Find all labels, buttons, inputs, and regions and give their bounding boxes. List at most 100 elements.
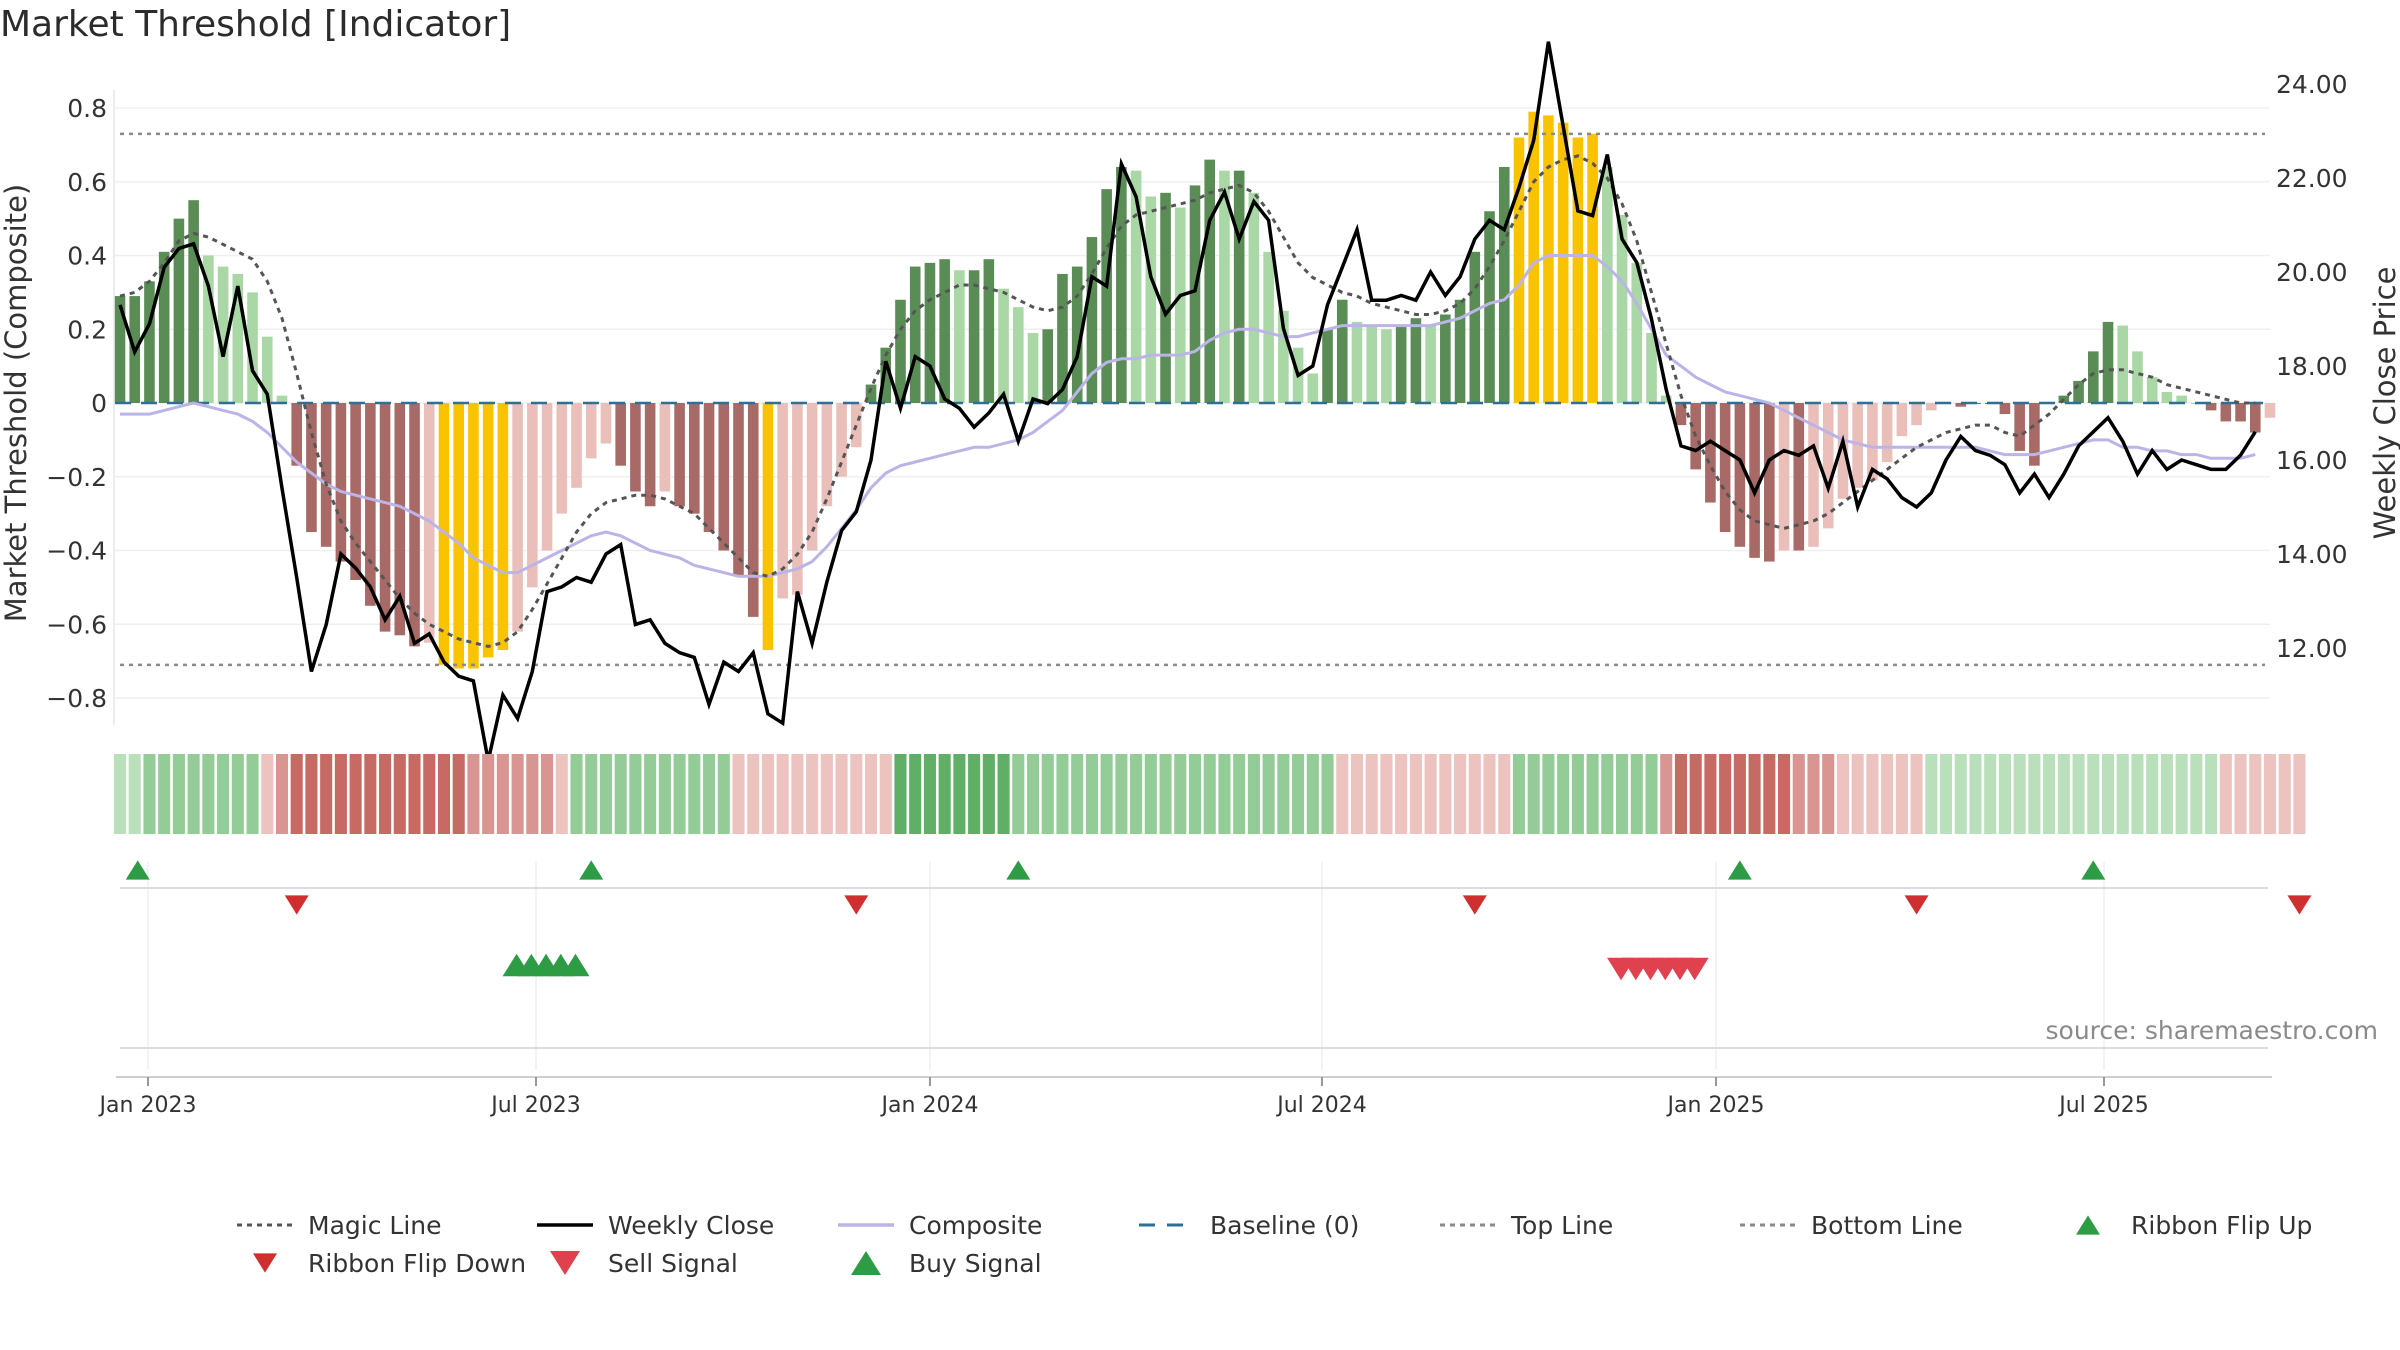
ribbon-cell (467, 754, 480, 834)
composite-bar (497, 403, 509, 651)
y-right-tick-label: 24.00 (2276, 70, 2348, 99)
ribbon-cell (585, 754, 598, 834)
ribbon-cell (1969, 754, 1982, 834)
x-tick-label: Jul 2025 (2057, 1093, 2149, 1118)
ribbon-cell (791, 754, 804, 834)
ribbon-cell (1660, 754, 1673, 834)
composite-bar (291, 403, 303, 466)
composite-bar (409, 403, 420, 647)
ribbon-cell (202, 754, 215, 834)
ribbon-cell (2234, 754, 2247, 834)
ribbon-cell (1733, 754, 1746, 834)
composite-bar (1911, 403, 1922, 426)
ribbon-cell (452, 754, 465, 834)
ribbon-cell (1174, 754, 1187, 834)
ribbon-cell (1881, 754, 1894, 834)
ribbon-cell (2101, 754, 2115, 834)
ribbon-cell (1866, 754, 1879, 834)
ribbon-cell (2146, 754, 2159, 834)
ribbon-cell (1012, 754, 1025, 834)
ribbon-cell (673, 754, 686, 834)
ribbon-cell (879, 754, 892, 834)
ribbon-cell (1085, 754, 1098, 834)
ribbon-cell (1689, 754, 1702, 834)
ribbon-cell (1778, 754, 1791, 834)
legend-item: Magic Line (237, 1211, 442, 1240)
legend: Magic Line Weekly Close Composite Baseline … (237, 1211, 2312, 1278)
ribbon-cell (1571, 754, 1584, 834)
ribbon-cell (1836, 754, 1849, 834)
composite-bar (644, 403, 656, 507)
legend-item: Sell Signal (550, 1249, 738, 1278)
composite-bar (217, 266, 229, 403)
ribbon-cell (1498, 754, 1511, 834)
composite-bar (1027, 332, 1039, 403)
legend-item: Weekly Close (537, 1211, 774, 1240)
legend-item: Buy Signal (851, 1249, 1042, 1278)
ribbon-cell (541, 754, 554, 834)
ribbon-cell (2263, 754, 2277, 834)
ribbon-flip-down-marker (844, 895, 869, 915)
composite-bar (836, 403, 847, 477)
ribbon-flip-up-marker (2081, 860, 2106, 880)
composite-bar (895, 299, 906, 403)
ribbon-cell (894, 754, 907, 834)
axes: 0.8 0.6 0.4 0.2 0 −0.2 −0.4 −0.6 −0.8 24.00 22.00 2… (46, 70, 2348, 725)
legend-item: Composite (838, 1211, 1042, 1240)
composite-bar (2087, 351, 2099, 403)
composite-bar (1204, 159, 1216, 403)
composite-bars (114, 111, 2276, 669)
composite-bar (350, 403, 361, 580)
composite-bar (998, 288, 1009, 403)
composite-bar (2249, 403, 2261, 433)
ribbon-cell (379, 754, 392, 834)
ribbon-cell (1910, 754, 1923, 834)
legend-swatch (2076, 1215, 2100, 1235)
composite-bar (1822, 403, 1834, 529)
ribbon-cell (2057, 754, 2070, 834)
composite-bar (1513, 137, 1525, 403)
composite-bar (2117, 325, 2129, 403)
composite-bar (909, 266, 921, 403)
chart-title: Market Threshold [Indicator] (0, 4, 512, 45)
y-left-tick-label: 0.2 (67, 315, 107, 344)
composite-bar (1174, 207, 1186, 403)
ribbon-cell (1984, 754, 1997, 834)
composite-bar (600, 403, 612, 444)
ribbon-cell (1100, 754, 1113, 834)
legend-label: Ribbon Flip Down (308, 1249, 526, 1278)
ribbon-cell (1115, 754, 1128, 834)
ribbon-cell (217, 754, 230, 834)
ribbon-cell (496, 754, 509, 834)
ribbon-cell (1336, 754, 1349, 834)
ribbon-cell (187, 754, 200, 834)
y-right-tick-label: 20.00 (2276, 258, 2348, 287)
ribbon-cell (2043, 754, 2056, 834)
composite-bar (527, 403, 538, 588)
ribbon-cell (2278, 754, 2291, 834)
composite-bar (1749, 403, 1760, 558)
ribbon-cell (511, 754, 524, 834)
ribbon-flip-up-marker (1006, 860, 1031, 880)
ribbon-cell (1277, 754, 1290, 834)
composite-bar (924, 262, 936, 403)
ribbon-cell (820, 754, 833, 834)
y-right-tick-label: 18.00 (2276, 352, 2348, 381)
legend-label: Top Line (1510, 1211, 1613, 1240)
ribbon-cell (1409, 754, 1422, 834)
composite-bar (1086, 237, 1098, 403)
ribbon-cell (997, 754, 1010, 834)
source-label: source: sharemaestro.com (2046, 1016, 2379, 1045)
ribbon-cell (864, 754, 878, 834)
ribbon-cell (1365, 754, 1378, 834)
ribbon-cell (629, 754, 642, 834)
ribbon-cell (231, 754, 244, 834)
ribbon-cell (437, 754, 451, 834)
composite-bar (1248, 192, 1260, 403)
composite-bar (939, 259, 950, 403)
ribbon-cell (2116, 754, 2129, 834)
composite-bar (1381, 329, 1392, 403)
ribbon-flip-up-marker (579, 860, 604, 880)
ribbon-cell (1851, 754, 1864, 834)
composite-bar (1837, 403, 1849, 499)
